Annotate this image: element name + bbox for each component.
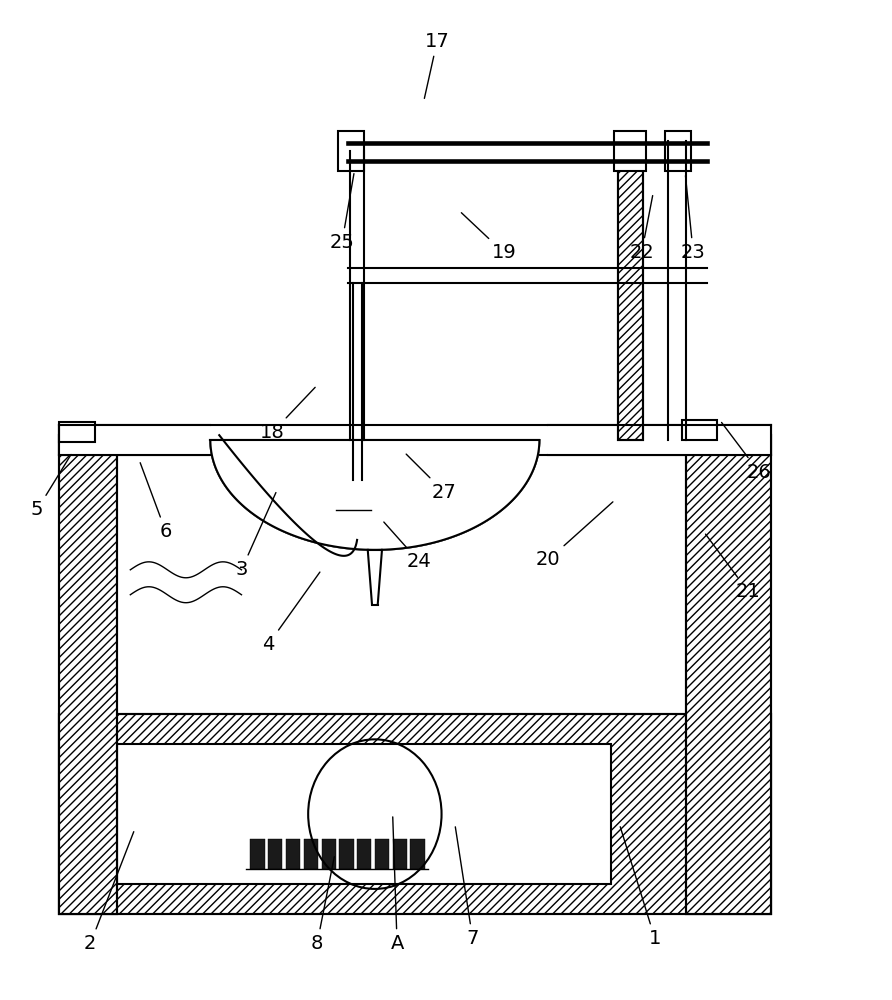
Bar <box>410 839 425 869</box>
Bar <box>251 839 265 869</box>
Bar <box>59 435 117 914</box>
Bar <box>617 151 642 440</box>
Text: 19: 19 <box>461 213 516 262</box>
Text: 3: 3 <box>235 493 276 579</box>
Text: 23: 23 <box>681 176 706 262</box>
Bar <box>681 420 717 440</box>
Text: 1: 1 <box>620 827 661 948</box>
Bar <box>686 435 771 914</box>
Text: 6: 6 <box>140 463 172 541</box>
Bar <box>339 839 353 869</box>
Bar <box>357 839 371 869</box>
Bar <box>665 131 691 171</box>
Text: 24: 24 <box>384 522 432 571</box>
Text: 18: 18 <box>260 387 315 442</box>
Text: 27: 27 <box>406 454 457 502</box>
Text: 7: 7 <box>455 827 479 948</box>
Text: 2: 2 <box>84 832 134 953</box>
Text: A: A <box>391 817 404 953</box>
Polygon shape <box>211 440 540 550</box>
Bar <box>686 435 771 914</box>
Bar <box>268 839 283 869</box>
Text: 26: 26 <box>722 422 772 482</box>
Bar <box>337 131 364 171</box>
Text: 25: 25 <box>329 174 354 252</box>
Bar <box>375 498 392 522</box>
Text: 4: 4 <box>262 572 320 654</box>
Text: 21: 21 <box>706 534 761 601</box>
Text: 22: 22 <box>629 196 654 262</box>
Bar <box>59 422 95 442</box>
Bar <box>549 425 771 455</box>
Bar <box>59 425 771 455</box>
Bar <box>59 425 211 455</box>
Text: 8: 8 <box>311 857 334 953</box>
Bar <box>59 714 771 914</box>
Bar <box>375 839 389 869</box>
Bar <box>392 839 407 869</box>
Bar <box>614 131 646 171</box>
Bar <box>303 839 318 869</box>
Bar <box>321 839 335 869</box>
Text: 17: 17 <box>425 32 450 98</box>
Bar <box>617 151 642 440</box>
Bar <box>59 435 117 914</box>
Bar <box>286 839 301 869</box>
Bar <box>117 744 610 884</box>
Text: 5: 5 <box>30 454 71 519</box>
Text: 20: 20 <box>536 502 613 569</box>
Bar <box>332 480 375 540</box>
Bar <box>59 714 771 914</box>
